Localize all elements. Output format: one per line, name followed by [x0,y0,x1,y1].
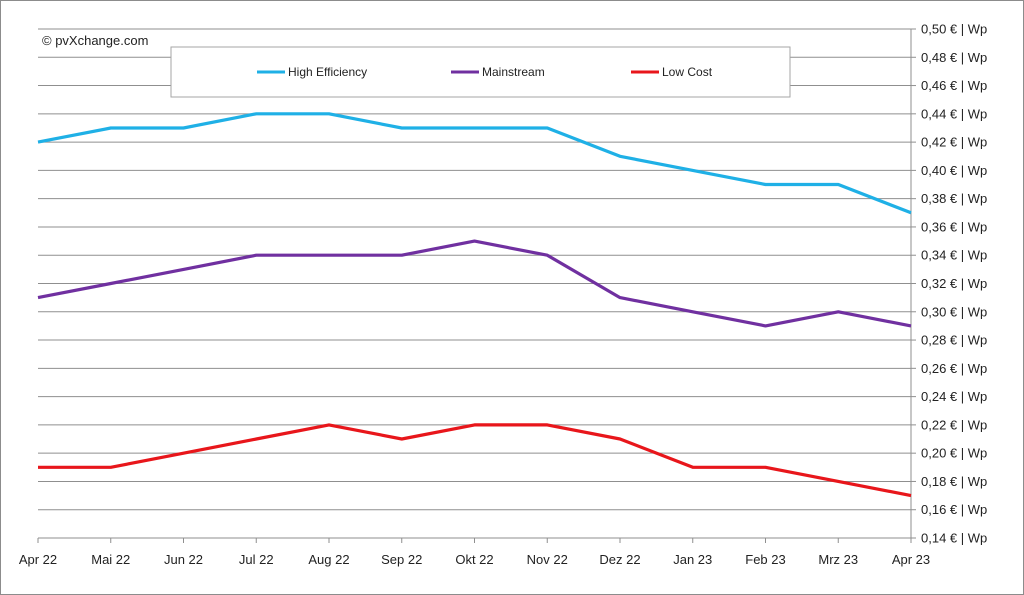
y-tick-label: 0,38 € | Wp [921,191,987,206]
x-tick-labels: Apr 22 Mai 22 Jun 22 Jul 22 Aug 22 Sep 22 Okt … [19,552,930,567]
x-tick-label: Apr 23 [892,552,930,567]
y-tick-label: 0,14 € | Wp [921,531,987,546]
y-tick-label: 0,48 € | Wp [921,50,987,65]
y-tick-label: 0,16 € | Wp [921,502,987,517]
legend-label: Mainstream [482,65,545,79]
x-tick-label: Sep 22 [381,552,422,567]
y-tick-label: 0,44 € | Wp [921,106,987,121]
y-tick-label: 0,34 € | Wp [921,248,987,263]
legend: High Efficiency Mainstream Low Cost [170,46,791,98]
y-tick-labels: 0,14 € | Wp 0,16 € | Wp 0,18 € | Wp 0,20 € … [921,22,987,546]
y-tick-label: 0,36 € | Wp [921,219,987,234]
x-tick-label: Mai 22 [91,552,130,567]
y-tick-label: 0,30 € | Wp [921,304,987,319]
y-tick-label: 0,22 € | Wp [921,417,987,432]
x-tick-label: Dez 22 [599,552,640,567]
y-tick-label: 0,40 € | Wp [921,163,987,178]
series-line [38,423,912,498]
x-tick-label: Okt 22 [455,552,493,567]
x-tick-label: Aug 22 [308,552,349,567]
y-tick-label: 0,46 € | Wp [921,78,987,93]
series-line [37,112,912,215]
x-tick-label: Jul 22 [239,552,274,567]
x-tick-label: Jan 23 [673,552,712,567]
y-tick-label: 0,42 € | Wp [921,135,987,150]
copyright-text: © pvXchange.com [42,33,148,48]
legend-label: High Efficiency [288,65,367,79]
y-tick-label: 0,50 € | Wp [921,22,987,37]
series-line [37,239,912,328]
y-tick-label: 0,24 € | Wp [921,389,987,404]
gridlines [38,28,911,539]
series-lines [37,112,912,498]
x-tick-label: Feb 23 [745,552,785,567]
y-tick-label: 0,20 € | Wp [921,446,987,461]
x-tick-label: Mrz 23 [818,552,858,567]
y-tick-label: 0,32 € | Wp [921,276,987,291]
axes [37,28,916,543]
y-tick-label: 0,28 € | Wp [921,333,987,348]
x-tick-label: Apr 22 [19,552,57,567]
y-tick-label: 0,26 € | Wp [921,361,987,376]
x-tick-label: Nov 22 [527,552,568,567]
y-tick-label: 0,18 € | Wp [921,474,987,489]
x-tick-label: Jun 22 [164,552,203,567]
legend-label: Low Cost [662,65,713,79]
